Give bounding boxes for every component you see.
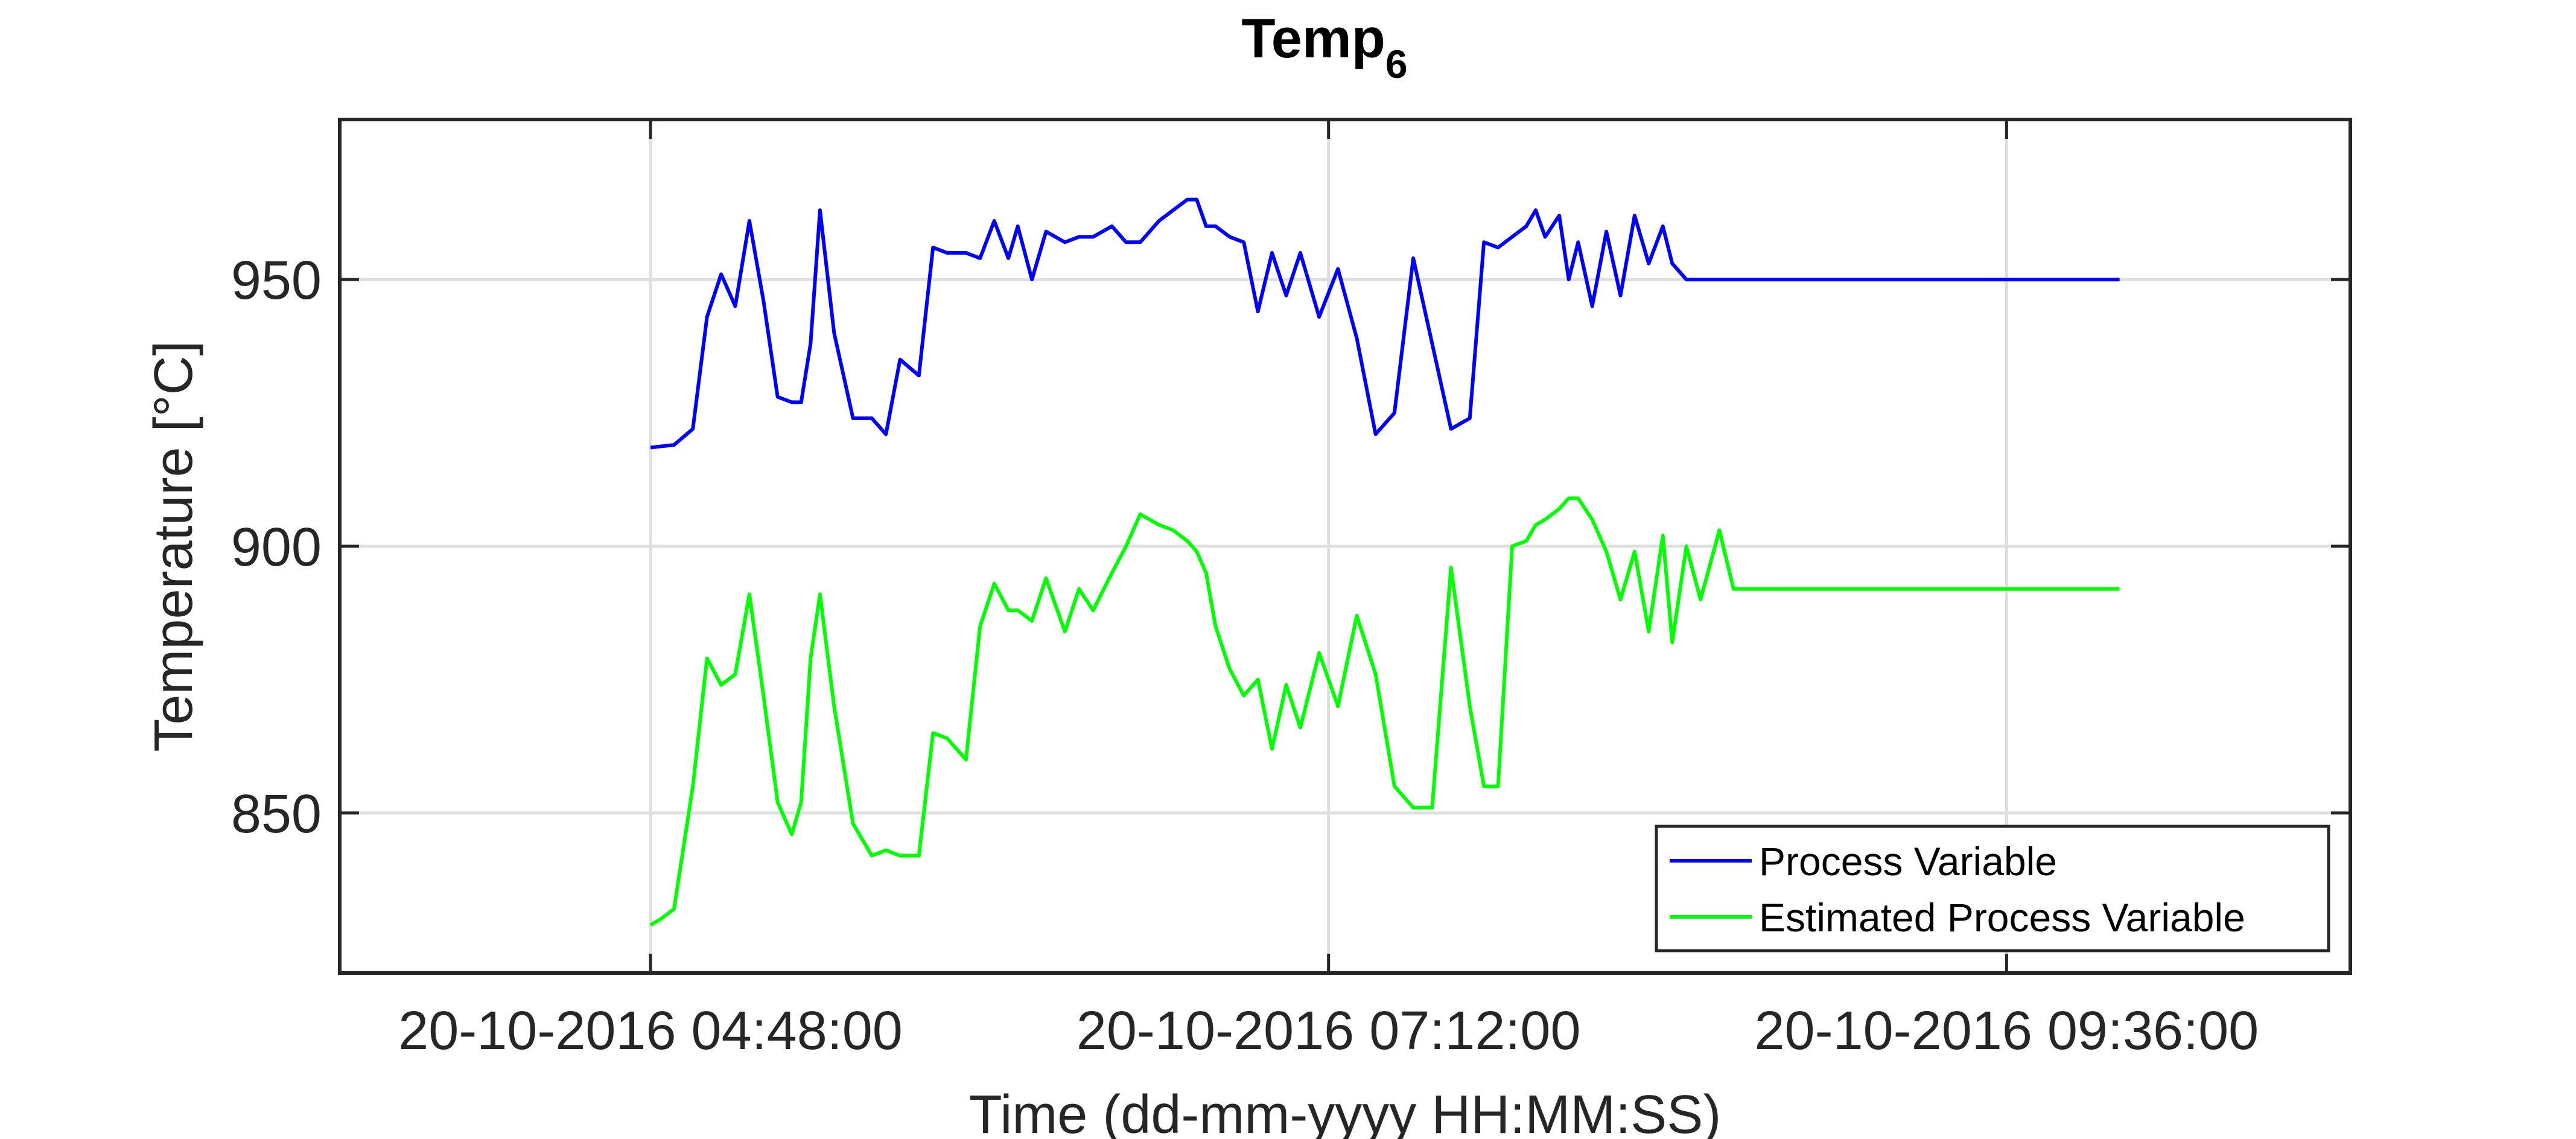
y-tick-label: 850 <box>231 784 322 844</box>
series-layer <box>649 197 2120 927</box>
y-tick-labels: 850 900 950 <box>231 250 322 844</box>
legend-box <box>1655 825 2330 952</box>
x-axis-label: Time (dd-mm-yyyy HH:MM:SS) <box>969 1085 1722 1139</box>
y-tick-label: 900 <box>231 517 322 578</box>
x-tick-label: 20-10-2016 07:12:00 <box>1077 1001 1581 1061</box>
x-tick-labels: 20-10-2016 04:48:00 20-10-2016 07:12:00 20… <box>398 1001 2259 1061</box>
x-tick-label: 20-10-2016 04:48:00 <box>398 1001 903 1061</box>
y-tick-label: 950 <box>231 250 322 311</box>
chart-title-subscript: 6 <box>1385 42 1408 86</box>
legend-label-estimated-process-variable: Estimated Process Variable <box>1759 895 2245 940</box>
axis-ticks <box>340 120 2350 973</box>
process-variable-line <box>650 197 2120 450</box>
y-axis-label: Temperature [°C] <box>144 340 204 751</box>
x-tick-label: 20-10-2016 09:36:00 <box>1755 1001 2259 1061</box>
legend-label-process-variable: Process Variable <box>1759 839 2057 884</box>
legend: Process Variable Estimated Process Varia… <box>1655 825 2330 952</box>
chart-title: Temp6 <box>1241 8 1407 86</box>
chart-title-main: Temp <box>1241 8 1385 69</box>
estimated-process-variable-line <box>649 496 2120 927</box>
